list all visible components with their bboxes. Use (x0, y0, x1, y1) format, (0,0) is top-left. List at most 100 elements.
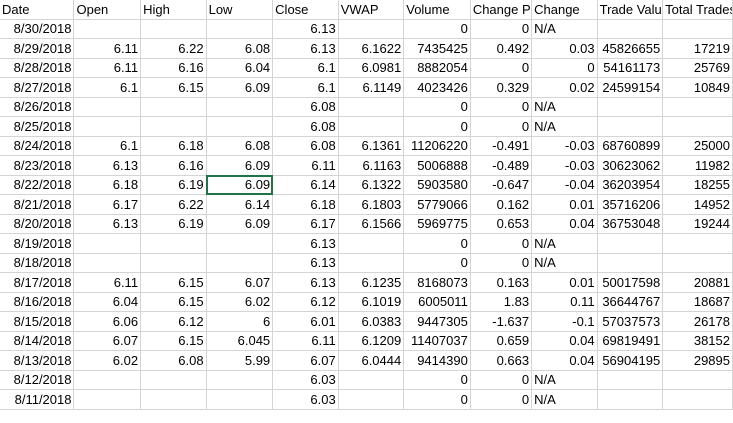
data-cell[interactable]: 25769 (662, 58, 733, 78)
data-cell[interactable] (206, 19, 274, 39)
data-cell[interactable]: 0 (403, 116, 471, 137)
data-cell[interactable]: 6.07 (206, 272, 274, 293)
data-cell[interactable] (206, 97, 274, 117)
date-cell[interactable]: 8/22/2018 (0, 175, 75, 195)
data-cell[interactable]: 0 (403, 233, 471, 254)
data-cell[interactable] (597, 116, 664, 137)
data-cell[interactable]: 26178 (662, 311, 733, 332)
data-cell[interactable]: 0 (470, 19, 533, 39)
data-cell[interactable]: 19244 (662, 214, 733, 234)
data-cell[interactable] (597, 253, 664, 273)
data-cell[interactable]: 7435425 (403, 38, 471, 59)
data-cell[interactable]: 6.22 (140, 194, 207, 215)
data-cell[interactable]: 6.03 (272, 370, 339, 390)
data-cell[interactable]: 0.162 (470, 194, 533, 215)
data-cell[interactable]: 6.0383 (338, 311, 405, 332)
data-cell[interactable]: 6.13 (272, 38, 339, 59)
date-cell[interactable]: 8/18/2018 (0, 253, 75, 273)
data-cell[interactable]: -1.637 (470, 311, 533, 332)
data-cell[interactable] (73, 97, 142, 117)
data-cell[interactable]: 6.1 (272, 58, 339, 78)
data-cell[interactable]: 6.04 (206, 58, 274, 78)
data-cell[interactable] (206, 389, 274, 410)
data-cell[interactable]: -0.03 (531, 155, 598, 176)
data-cell[interactable] (73, 253, 142, 273)
data-cell[interactable]: 18255 (662, 175, 733, 195)
data-cell[interactable]: 30623062 (597, 155, 664, 176)
data-cell[interactable]: 54161173 (597, 58, 664, 78)
data-cell[interactable]: 6.18 (140, 136, 207, 156)
data-cell[interactable]: 0 (470, 389, 533, 410)
data-cell[interactable] (662, 97, 733, 117)
data-cell[interactable]: 6.1361 (338, 136, 405, 156)
data-cell[interactable]: N/A (531, 370, 598, 390)
data-cell[interactable]: 6.09 (206, 155, 274, 176)
data-cell[interactable]: 0.163 (470, 272, 533, 293)
data-cell[interactable]: 25000 (662, 136, 733, 156)
data-cell[interactable]: 6.17 (272, 214, 339, 234)
data-cell[interactable]: N/A (531, 116, 598, 137)
data-cell[interactable]: 0 (403, 389, 471, 410)
data-cell[interactable]: 6.1 (272, 77, 339, 98)
data-cell[interactable] (206, 116, 274, 137)
data-cell[interactable]: 24599154 (597, 77, 664, 98)
data-cell[interactable]: 29895 (662, 350, 733, 371)
data-cell[interactable]: 6.11 (73, 272, 142, 293)
data-cell[interactable]: -0.491 (470, 136, 533, 156)
data-cell[interactable]: 69819491 (597, 331, 664, 351)
data-cell[interactable]: 56904195 (597, 350, 664, 371)
data-cell[interactable]: 9447305 (403, 311, 471, 332)
data-cell[interactable]: 6.22 (140, 38, 207, 59)
data-cell[interactable]: 6.11 (272, 155, 339, 176)
data-cell[interactable] (662, 389, 733, 410)
data-cell[interactable] (140, 370, 207, 390)
data-cell[interactable]: 6.07 (73, 331, 142, 351)
data-cell[interactable]: 6.08 (206, 136, 274, 156)
data-cell[interactable]: 6.11 (272, 331, 339, 351)
data-cell[interactable] (73, 370, 142, 390)
column-header-cell[interactable]: Change (531, 0, 598, 20)
data-cell[interactable]: 0.01 (531, 272, 598, 293)
data-cell[interactable]: 6.11 (73, 38, 142, 59)
data-cell[interactable] (662, 116, 733, 137)
data-cell[interactable]: -0.1 (531, 311, 598, 332)
data-cell[interactable]: 6.13 (73, 214, 142, 234)
data-cell[interactable]: 11982 (662, 155, 733, 176)
data-cell[interactable]: 5006888 (403, 155, 471, 176)
data-cell[interactable]: 0.653 (470, 214, 533, 234)
data-cell[interactable]: 11206220 (403, 136, 471, 156)
date-cell[interactable]: 8/23/2018 (0, 155, 75, 176)
data-cell[interactable]: 6.1322 (338, 175, 405, 195)
data-cell[interactable] (140, 233, 207, 254)
data-cell[interactable]: 0 (403, 370, 471, 390)
date-cell[interactable]: 8/21/2018 (0, 194, 75, 215)
data-cell[interactable]: 6.02 (73, 350, 142, 371)
data-cell[interactable]: 9414390 (403, 350, 471, 371)
data-cell[interactable]: 0 (403, 97, 471, 117)
data-cell[interactable]: -0.03 (531, 136, 598, 156)
data-cell[interactable]: 6.08 (272, 97, 339, 117)
data-cell[interactable]: 0.11 (531, 292, 598, 312)
data-cell[interactable] (662, 233, 733, 254)
data-cell[interactable] (662, 370, 733, 390)
data-cell[interactable]: N/A (531, 389, 598, 410)
data-cell[interactable]: 6.1 (73, 77, 142, 98)
data-cell[interactable] (338, 389, 405, 410)
data-cell[interactable]: 6.18 (73, 175, 142, 195)
data-cell[interactable]: 14952 (662, 194, 733, 215)
data-cell[interactable]: 4023426 (403, 77, 471, 98)
data-cell[interactable]: 6.1209 (338, 331, 405, 351)
data-cell[interactable]: 20881 (662, 272, 733, 293)
data-cell[interactable]: -0.489 (470, 155, 533, 176)
data-cell[interactable]: 0.01 (531, 194, 598, 215)
date-cell[interactable]: 8/13/2018 (0, 350, 75, 371)
data-cell[interactable] (597, 19, 664, 39)
column-header-cell[interactable]: High (140, 0, 207, 20)
data-cell[interactable]: 0 (403, 253, 471, 273)
data-cell[interactable]: 57037573 (597, 311, 664, 332)
data-cell[interactable]: 18687 (662, 292, 733, 312)
data-cell[interactable]: 6.1149 (338, 77, 405, 98)
data-cell[interactable]: 6.15 (140, 272, 207, 293)
data-cell[interactable]: 0 (470, 233, 533, 254)
data-cell[interactable]: 0.03 (531, 38, 598, 59)
